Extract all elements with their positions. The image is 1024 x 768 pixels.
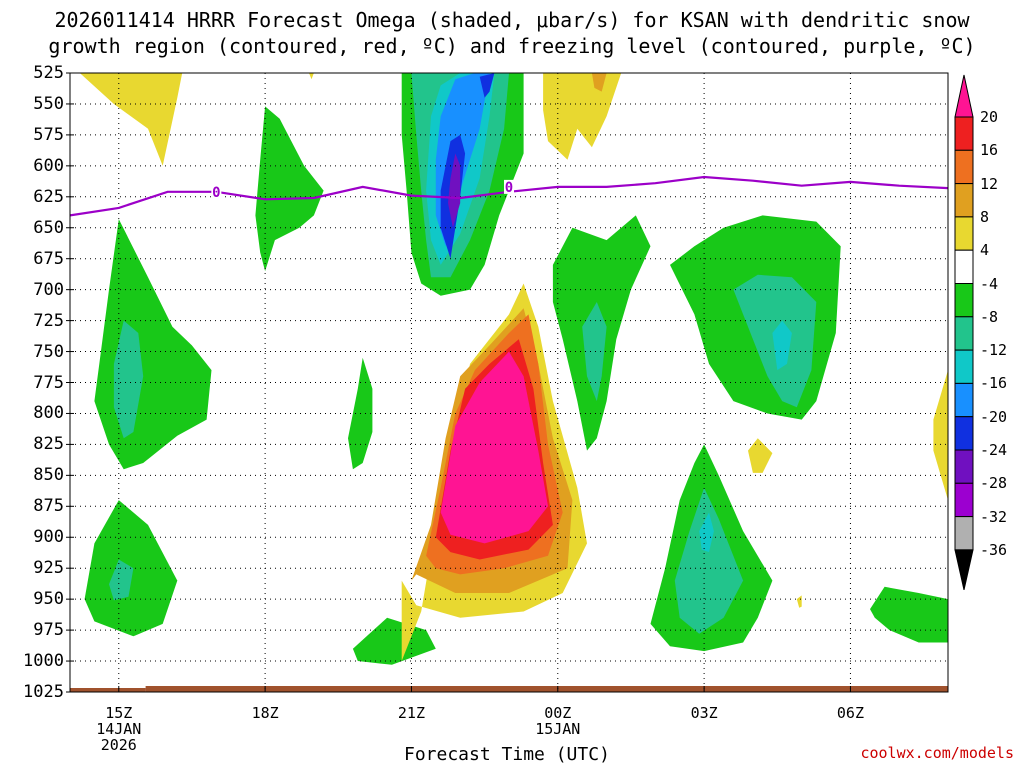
- colorbar-segment: [954, 149, 974, 185]
- colorbar-segment: [954, 482, 974, 518]
- colorbar-segment: [954, 183, 974, 218]
- x-tick-label: 2026: [100, 736, 137, 754]
- x-tick-label: 15Z: [105, 704, 133, 722]
- colorbar-segment: [954, 116, 974, 151]
- omega-region--20: [479, 73, 495, 98]
- y-tick-label: 825: [33, 434, 64, 455]
- y-tick-label: 775: [33, 372, 64, 393]
- y-tick-label: 975: [33, 620, 64, 641]
- freezing-level-label: 0: [212, 185, 220, 201]
- omega-region-8: [591, 73, 607, 92]
- plot-axes: [66, 72, 949, 693]
- omega-region--8: [674, 487, 744, 634]
- y-tick-label: 675: [33, 248, 64, 269]
- colorbar-label: 16: [980, 141, 999, 160]
- colorbar-segment: [954, 283, 974, 318]
- y-tick-label: 650: [33, 217, 64, 238]
- y-tick-label: 950: [33, 589, 64, 610]
- x-tick-label: 21Z: [397, 704, 425, 722]
- colorbar-label: 4: [980, 241, 990, 260]
- colorbar-bottom-arrow: [954, 549, 974, 591]
- y-tick-label: 1025: [23, 682, 64, 702]
- colorbar: [954, 74, 974, 591]
- colorbar-segment: [954, 349, 974, 384]
- credit-link[interactable]: coolwx.com/models: [860, 744, 1014, 762]
- colorbar-label: -16: [980, 374, 1008, 393]
- omega-region--12: [699, 512, 714, 553]
- x-tick-label: 18Z: [251, 704, 279, 722]
- y-tick-label: 875: [33, 496, 64, 517]
- x-tick-label: 06Z: [836, 704, 864, 722]
- colorbar-segment: [954, 516, 974, 551]
- chart-title-line-2: growth region (contoured, red, ºC) and f…: [48, 34, 976, 58]
- colorbar-label: -36: [980, 540, 1008, 559]
- colorbar-segment: [954, 416, 974, 451]
- omega-region--4: [870, 586, 948, 643]
- omega-region--4: [352, 617, 436, 665]
- colorbar-top-arrow: [954, 74, 974, 118]
- colorbar-label: 12: [980, 174, 999, 193]
- omega-region--4: [255, 106, 324, 272]
- omega-region-20: [440, 351, 548, 544]
- omega-region--8: [113, 320, 144, 439]
- grid-lines: [70, 73, 948, 692]
- y-tick-label: 600: [33, 155, 64, 176]
- colorbar-label: 20: [980, 108, 999, 126]
- omega-region-4: [748, 438, 773, 473]
- x-tick-label: 14JAN: [96, 720, 142, 738]
- omega-region--24: [448, 153, 461, 228]
- y-tick-label: 525: [33, 63, 64, 83]
- y-tick-label: 800: [33, 403, 64, 424]
- colorbar-label: -28: [980, 474, 1008, 493]
- terrain-strip-left: [70, 688, 146, 692]
- contour-label-bg: [504, 179, 514, 194]
- omega-region-4: [796, 595, 802, 608]
- omega-region--8: [109, 559, 134, 601]
- contour-label-bg: [211, 184, 222, 199]
- y-tick-label: 925: [33, 558, 64, 579]
- colorbar-segment: [954, 249, 974, 284]
- x-tick-label: 00Z: [544, 704, 572, 722]
- colorbar-label: -12: [980, 341, 1008, 360]
- y-tick-label: 900: [33, 527, 64, 548]
- omega-region-4: [309, 73, 314, 80]
- omega-region-4: [933, 370, 948, 501]
- y-tick-label: 850: [33, 465, 64, 486]
- colorbar-segment: [954, 216, 974, 251]
- omega-region-4: [543, 73, 622, 160]
- y-tick-label: 1000: [23, 651, 64, 672]
- x-tick-label: 03Z: [690, 704, 718, 722]
- colorbar-segment: [954, 382, 974, 418]
- colorbar-label: 8: [980, 207, 990, 226]
- terrain-strip: [145, 686, 948, 692]
- chart-title-line-1: 2026011414 HRRR Forecast Omega (shaded, …: [54, 8, 970, 32]
- y-tick-label: 575: [33, 124, 64, 145]
- omega-region-4: [79, 73, 183, 166]
- colorbar-label: -20: [980, 407, 1008, 426]
- colorbar-label: -4: [980, 274, 999, 293]
- y-tick-label: 750: [33, 341, 64, 362]
- y-tick-label: 725: [33, 310, 64, 331]
- colorbar-segment: [954, 316, 974, 351]
- omega-region--12: [772, 320, 792, 371]
- x-axis-title: Forecast Time (UTC): [404, 744, 610, 765]
- y-tick-label: 625: [33, 186, 64, 207]
- omega-region--8: [582, 302, 607, 402]
- colorbar-label: -8: [980, 307, 999, 326]
- colorbar-segment: [954, 449, 974, 484]
- x-tick-label: 15JAN: [535, 720, 581, 738]
- freezing-level-label: 0: [505, 180, 513, 196]
- y-tick-label: 700: [33, 279, 64, 300]
- colorbar-label: -24: [980, 441, 1008, 459]
- y-tick-label: 550: [33, 93, 64, 114]
- colorbar-label: -32: [980, 507, 1008, 526]
